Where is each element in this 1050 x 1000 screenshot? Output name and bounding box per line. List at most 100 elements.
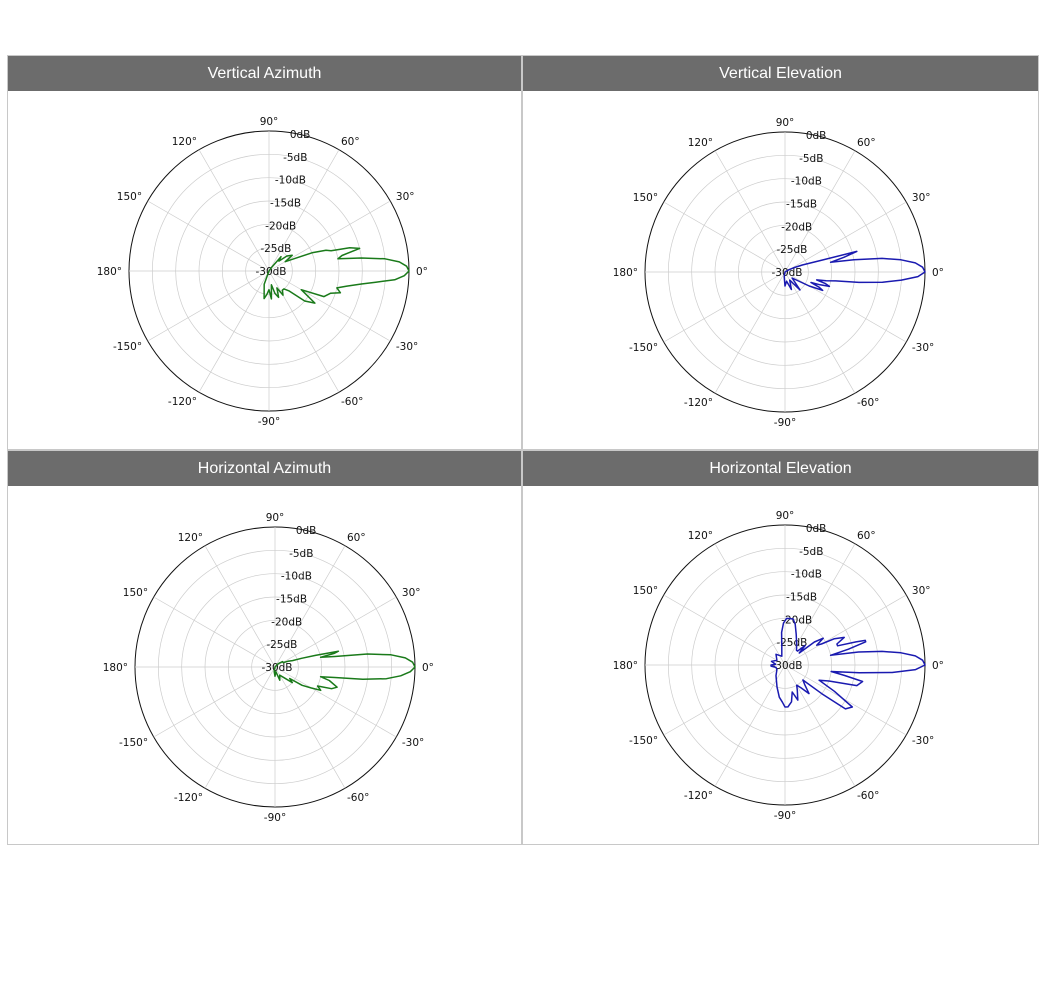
angle-tick-label: 90° [776, 510, 795, 522]
grid-spoke [153, 666, 276, 738]
pattern-series-line [783, 250, 926, 292]
grid-spoke [663, 594, 786, 666]
angle-tick-label: -30° [912, 342, 934, 354]
polar-chart-vertical-elevation: 0° 30° 60° 90° 120° 150° 180° -150° -120° -90° -60… [613, 117, 944, 429]
angle-tick-label: -150° [629, 342, 658, 354]
radial-tick-label: -15dB [276, 594, 307, 606]
radial-tick-label: -15dB [786, 592, 817, 604]
grid-spoke [663, 664, 786, 736]
radial-tick-label: -20dB [265, 220, 296, 232]
angle-tick-label: -150° [119, 737, 148, 749]
panel-horizontal-azimuth: Horizontal Azimuth 0° 30° 60° 90° 120° 150° 18… [7, 450, 522, 845]
angle-tick-label: -150° [113, 341, 142, 353]
angle-tick-label: 180° [613, 267, 638, 279]
panel-title: Vertical Azimuth [8, 56, 521, 91]
radial-tick-label: -20dB [781, 221, 812, 233]
angle-tick-label: 120° [172, 136, 197, 148]
angle-tick-label: -60° [341, 396, 363, 408]
angle-tick-label: 120° [178, 532, 203, 544]
angle-tick-label: 120° [688, 530, 713, 542]
angle-tick-label: -90° [774, 417, 796, 429]
grid-spoke [714, 150, 786, 273]
angle-tick-label: 30° [396, 191, 415, 203]
radial-tick-label: -30dB [771, 267, 802, 279]
radial-tick-label: 0dB [296, 525, 317, 537]
radial-tick-label: -10dB [791, 569, 822, 581]
angle-tick-label: 0° [416, 266, 428, 278]
angle-tick-label: 30° [402, 587, 421, 599]
angle-tick-label: -90° [774, 810, 796, 822]
radial-tick-label: -25dB [776, 637, 807, 649]
polar-chart-vertical-azimuth: 0° 30° 60° 90° 120° 150° 180° -150° -120° -90° -60… [97, 116, 428, 428]
grid-spoke [274, 545, 346, 668]
radial-tick-label: -5dB [799, 153, 823, 165]
angle-tick-label: 150° [123, 587, 148, 599]
angle-tick-label: 150° [117, 191, 142, 203]
angle-tick-label: 90° [776, 117, 795, 129]
angle-tick-label: -120° [684, 790, 713, 802]
pattern-series-line [263, 247, 410, 304]
radial-tick-label: 0dB [290, 129, 311, 141]
radial-tick-label: -25dB [266, 639, 297, 651]
panel-title: Horizontal Azimuth [8, 451, 521, 486]
angle-tick-label: 60° [347, 532, 366, 544]
angle-tick-label: 60° [857, 530, 876, 542]
angle-tick-label: 0° [422, 662, 434, 674]
radial-tick-label: -20dB [271, 616, 302, 628]
grid-spoke [153, 596, 276, 668]
radial-tick-label: -10dB [275, 175, 306, 187]
radial-tick-label: -25dB [260, 243, 291, 255]
angle-tick-label: 90° [266, 512, 285, 524]
pattern-grid: Vertical Azimuth 0° 30° 60° 90° 120° 150° 180°… [7, 55, 1039, 846]
radial-tick-label: -5dB [799, 546, 823, 558]
grid-spoke [784, 594, 907, 666]
angle-tick-label: 30° [912, 585, 931, 597]
radial-tick-label: -15dB [270, 198, 301, 210]
grid-spoke [204, 545, 276, 668]
grid-spoke [784, 201, 907, 273]
angle-tick-label: -120° [174, 792, 203, 804]
grid-spoke [274, 666, 346, 789]
pattern-series-line [273, 650, 416, 692]
grid-spoke [714, 543, 786, 666]
grid-spoke [198, 270, 270, 393]
grid-spoke [784, 664, 907, 736]
angle-tick-label: -30° [912, 735, 934, 747]
grid-spoke [268, 270, 391, 342]
grid-spoke [268, 270, 340, 393]
panel-title: Horizontal Elevation [523, 451, 1038, 486]
radial-tick-label: -30dB [771, 660, 802, 672]
grid-spoke [268, 200, 391, 272]
panel-title: Vertical Elevation [523, 56, 1038, 91]
angle-tick-label: 30° [912, 192, 931, 204]
angle-tick-label: 60° [857, 137, 876, 149]
grid-spoke [714, 664, 786, 787]
radial-tick-label: -25dB [776, 244, 807, 256]
panel-horizontal-elevation: Horizontal Elevation 0° 30° 60° 90° 120° 150°… [522, 450, 1039, 845]
panel-vertical-azimuth: Vertical Azimuth 0° 30° 60° 90° 120° 150° 180°… [7, 55, 522, 450]
angle-tick-label: -30° [402, 737, 424, 749]
angle-tick-label: -150° [629, 735, 658, 747]
angle-tick-label: -60° [857, 790, 879, 802]
angle-tick-label: 180° [97, 266, 122, 278]
radial-tick-label: -15dB [786, 199, 817, 211]
angle-tick-label: 120° [688, 137, 713, 149]
grid-spoke [268, 149, 340, 272]
grid-spoke [714, 271, 786, 394]
angle-tick-label: 150° [633, 192, 658, 204]
radial-tick-label: -5dB [289, 548, 313, 560]
angle-tick-label: -120° [684, 397, 713, 409]
angle-tick-label: -60° [857, 397, 879, 409]
grid-spoke [663, 271, 786, 343]
grid-spoke [147, 200, 270, 272]
angle-tick-label: -90° [264, 812, 286, 824]
angle-tick-label: 90° [260, 116, 279, 128]
angle-tick-label: 180° [103, 662, 128, 674]
radial-tick-label: -5dB [283, 152, 307, 164]
grid-spoke [784, 271, 856, 394]
angle-tick-label: -30° [396, 341, 418, 353]
angle-tick-label: -90° [258, 416, 280, 428]
polar-chart-horizontal-azimuth: 0° 30° 60° 90° 120° 150° 180° -150° -120° -90° -60… [103, 512, 434, 824]
pattern-series-line [770, 617, 926, 710]
grid-spoke [198, 149, 270, 272]
